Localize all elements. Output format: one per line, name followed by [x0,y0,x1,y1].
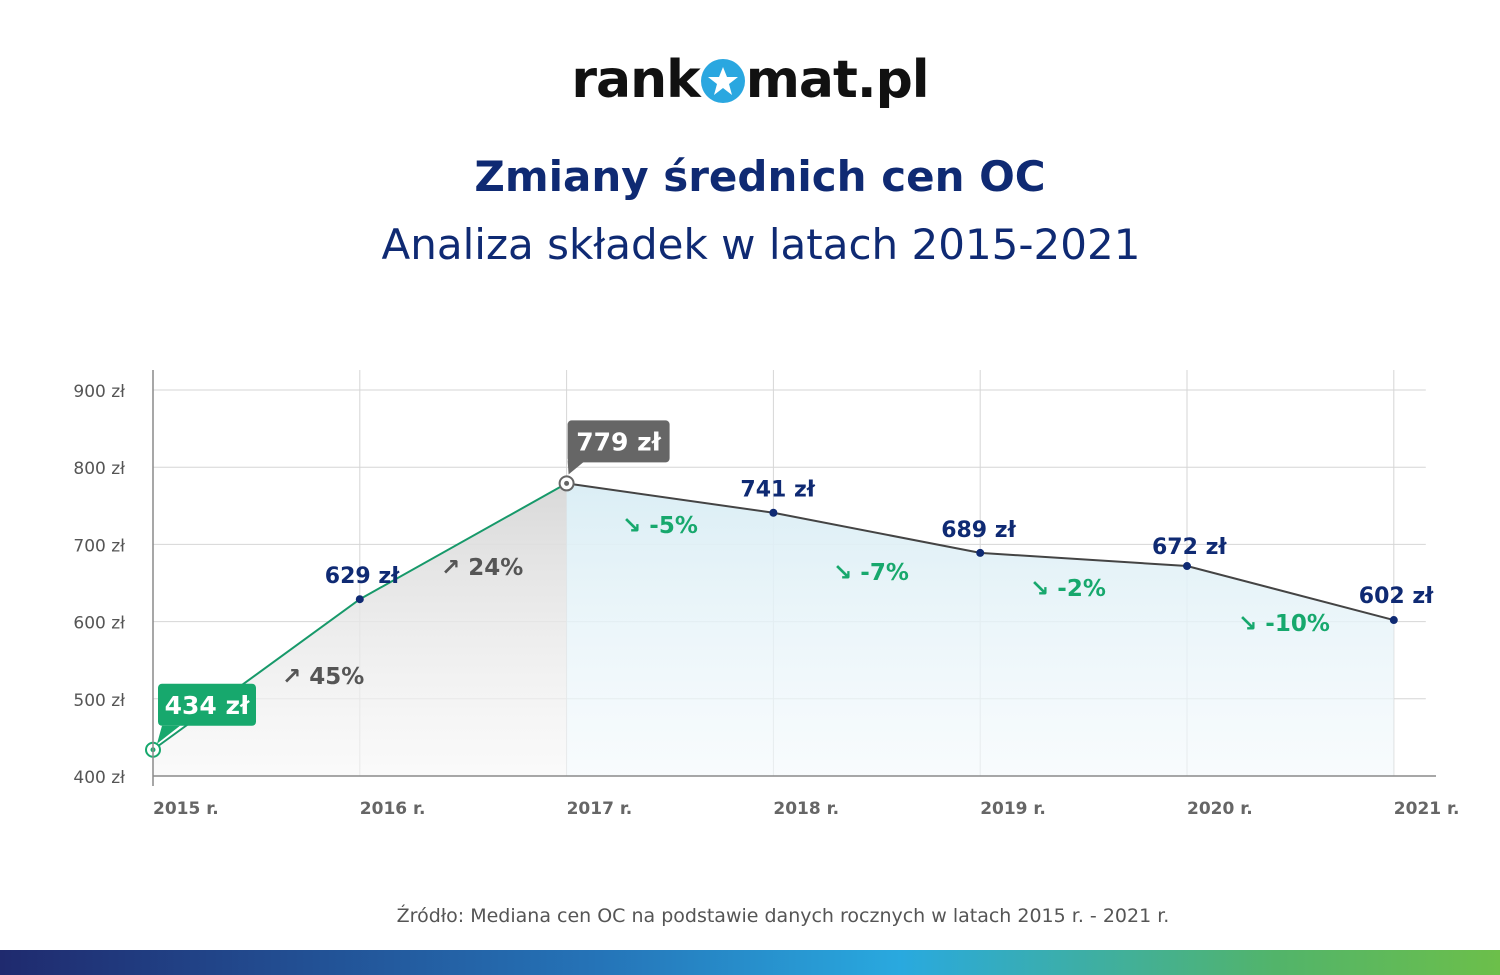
value-label: 434 zł [165,691,250,720]
value-label: 741 zł [740,478,815,503]
logo-text-right: mat.pl [745,50,930,110]
callout-pointer [157,725,180,744]
data-point [1183,562,1191,571]
fall-area [566,483,1394,776]
change-label: ↘ -7% [833,560,909,586]
logo: rank mat.pl [0,50,1500,110]
change-label: ↘ -5% [622,513,698,539]
x-tick-label: 2017 r. [567,799,633,819]
data-point [769,508,778,517]
y-tick-label: 700 zł [73,536,125,556]
y-tick-label: 500 zł [73,691,125,711]
x-tick-label: 2018 r. [773,799,839,819]
highlight-point-center [564,480,570,486]
y-tick-label: 400 zł [73,768,125,788]
bottom-gradient-bar [0,950,1500,975]
y-tick-label: 600 zł [73,614,125,634]
y-tick-label: 900 zł [73,382,125,402]
data-point [355,595,364,604]
y-tick-label: 800 zł [73,459,125,479]
callout-box [158,683,256,726]
value-label: 779 zł [576,427,661,456]
callout-box [567,420,670,463]
change-label: ↗ 45% [282,664,364,690]
axes: 400 zł 500 zł 600 zł 700 zł 800 zł 900 zł 2015… [73,370,1459,819]
x-tick-label: 2021 r. [1394,799,1460,819]
data-point [1389,616,1398,625]
area-fill [153,483,1394,776]
chart-subtitle: Analiza składek w latach 2015-2021 [381,220,1141,269]
value-label: 672 zł [1152,535,1227,560]
x-tick-label: 2019 r. [980,799,1046,819]
star-icon [700,59,745,103]
chart-title: Zmiany średnich cen OC [474,152,1046,201]
change-label: ↘ -2% [1030,576,1106,602]
price-line-chart: 434 zł 629 zł 779 zł 741 zł 689 zł 672 zł 602 … [73,370,1459,819]
rise-area [153,483,567,776]
change-label: ↘ -10% [1238,611,1330,637]
data-labels: 434 zł 629 zł 779 zł 741 zł 689 zł 672 zł 602 … [157,420,1434,744]
logo-text-left: rank [571,50,700,110]
callout-pointer [567,460,586,475]
change-label: ↗ 24% [441,555,523,581]
data-point [976,548,985,557]
value-label: 629 zł [325,564,400,589]
x-tick-label: 2015 r. [153,799,219,819]
x-tick-label: 2016 r. [360,799,426,819]
value-label: 689 zł [941,518,1016,543]
source-note: Źródło: Mediana cen OC na podstawie dany… [396,905,1170,927]
x-tick-label: 2020 r. [1187,799,1253,819]
value-label: 602 zł [1359,584,1434,609]
